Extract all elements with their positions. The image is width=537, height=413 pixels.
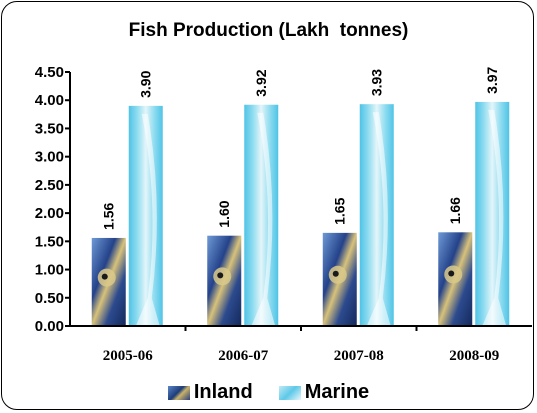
fish-decoration [482,109,507,326]
fish-eye-decoration [101,273,108,280]
fish-eye-decoration [332,270,339,277]
bar-marine [128,105,163,326]
y-tick-label: 1.00 [35,262,64,279]
data-label: 1.56 [101,202,117,229]
legend-item-inland: Inland [167,381,253,404]
legend-swatch-marine [278,385,301,400]
fish-decoration [366,112,391,326]
fish-eye-decoration [448,270,455,277]
legend-label-inland: Inland [193,381,253,403]
y-tick-label: 0.00 [35,318,64,335]
data-label: 1.66 [447,197,463,224]
y-tick-label: 1.50 [35,233,64,250]
bar-marine [359,104,394,326]
data-label: 3.92 [253,69,269,96]
fish-decoration [251,112,276,326]
data-label: 1.65 [332,197,348,224]
x-tick-label: 2005-06 [103,348,153,364]
y-tick-label: 2.00 [35,205,64,222]
data-label: 1.60 [216,200,232,227]
data-label: 3.97 [484,66,500,93]
legend-swatch-inland [167,385,190,400]
data-label: 3.93 [369,69,385,96]
y-tick-label: 2.50 [35,177,64,194]
y-tick-label: 4.50 [35,64,64,81]
x-tick-label: 2007-08 [334,348,384,364]
y-tick-label: 0.50 [35,290,64,307]
x-tick-label: 2008-09 [449,348,499,364]
legend-label-marine: Marine [304,381,370,403]
bar-marine [244,104,279,326]
fish-decoration [135,113,160,326]
y-tick-label: 4.00 [35,92,64,109]
legend-item-marine: Marine [278,381,370,404]
data-label: 3.90 [138,70,154,97]
chart-title: Fish Production (Lakh tonnes) [128,20,409,41]
y-tick-label: 3.00 [35,149,64,166]
legend: Inland Marine [0,381,537,404]
bar-marine [475,101,510,326]
y-tick-label: 3.50 [35,120,64,137]
x-tick-label: 2006-07 [218,348,268,364]
fish-eye-decoration [217,272,224,279]
